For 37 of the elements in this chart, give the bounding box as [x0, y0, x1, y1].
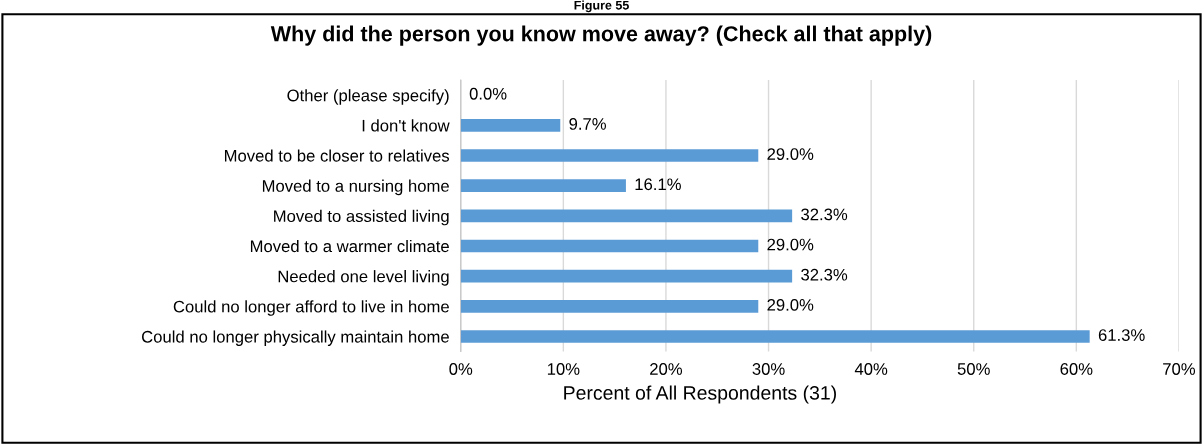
y-tick-label: Moved to assisted living: [274, 209, 449, 226]
data-label: 9.7%: [569, 118, 606, 130]
x-tick-label: 60%: [1060, 363, 1093, 375]
y-tick-label: Moved to a nursing home: [262, 179, 449, 196]
data-label: 0.0%: [469, 87, 507, 100]
chart-title: Why did the person you know move away? (Check all that apply): [270, 25, 932, 46]
data-label: 29.0%: [767, 298, 814, 311]
bar: [460, 149, 759, 162]
bar: [460, 239, 759, 253]
bar: [460, 299, 759, 313]
bar: [460, 119, 561, 132]
y-tick-label: Moved to be closer to relatives: [224, 149, 450, 162]
data-label: 16.1%: [635, 178, 681, 191]
y-tick-label: Moved to a warmer climate: [250, 239, 449, 253]
x-tick-label: 40%: [854, 363, 888, 375]
x-axis-title: Percent of All Respondents (31): [564, 385, 836, 404]
x-tick-label: 0%: [449, 363, 473, 375]
data-label: 29.0%: [767, 148, 814, 160]
data-label: 61.3%: [1098, 329, 1145, 341]
x-tick-label: 20%: [650, 363, 683, 375]
data-label: 32.3%: [801, 208, 848, 221]
y-tick-label: Could no longer physically maintain home: [142, 330, 449, 346]
x-tick-label: 30%: [752, 363, 785, 375]
data-label: 29.0%: [767, 238, 814, 251]
y-tick-label: Could no longer afford to live in home: [173, 300, 449, 316]
bar: [460, 209, 793, 223]
y-tick-label: Needed one level living: [278, 270, 449, 286]
data-label: 32.3%: [801, 268, 848, 281]
x-tick-label: 10%: [547, 363, 580, 375]
bar: [460, 179, 626, 192]
bar: [460, 330, 1090, 343]
x-tick-label: 70%: [1163, 363, 1196, 375]
y-tick-label: Other (please specify): [287, 89, 449, 105]
y-tick-label: I don't know: [362, 119, 450, 132]
x-tick-label: 50%: [957, 363, 990, 375]
bar: [460, 269, 793, 283]
caption: Figure 55: [574, 0, 629, 13]
